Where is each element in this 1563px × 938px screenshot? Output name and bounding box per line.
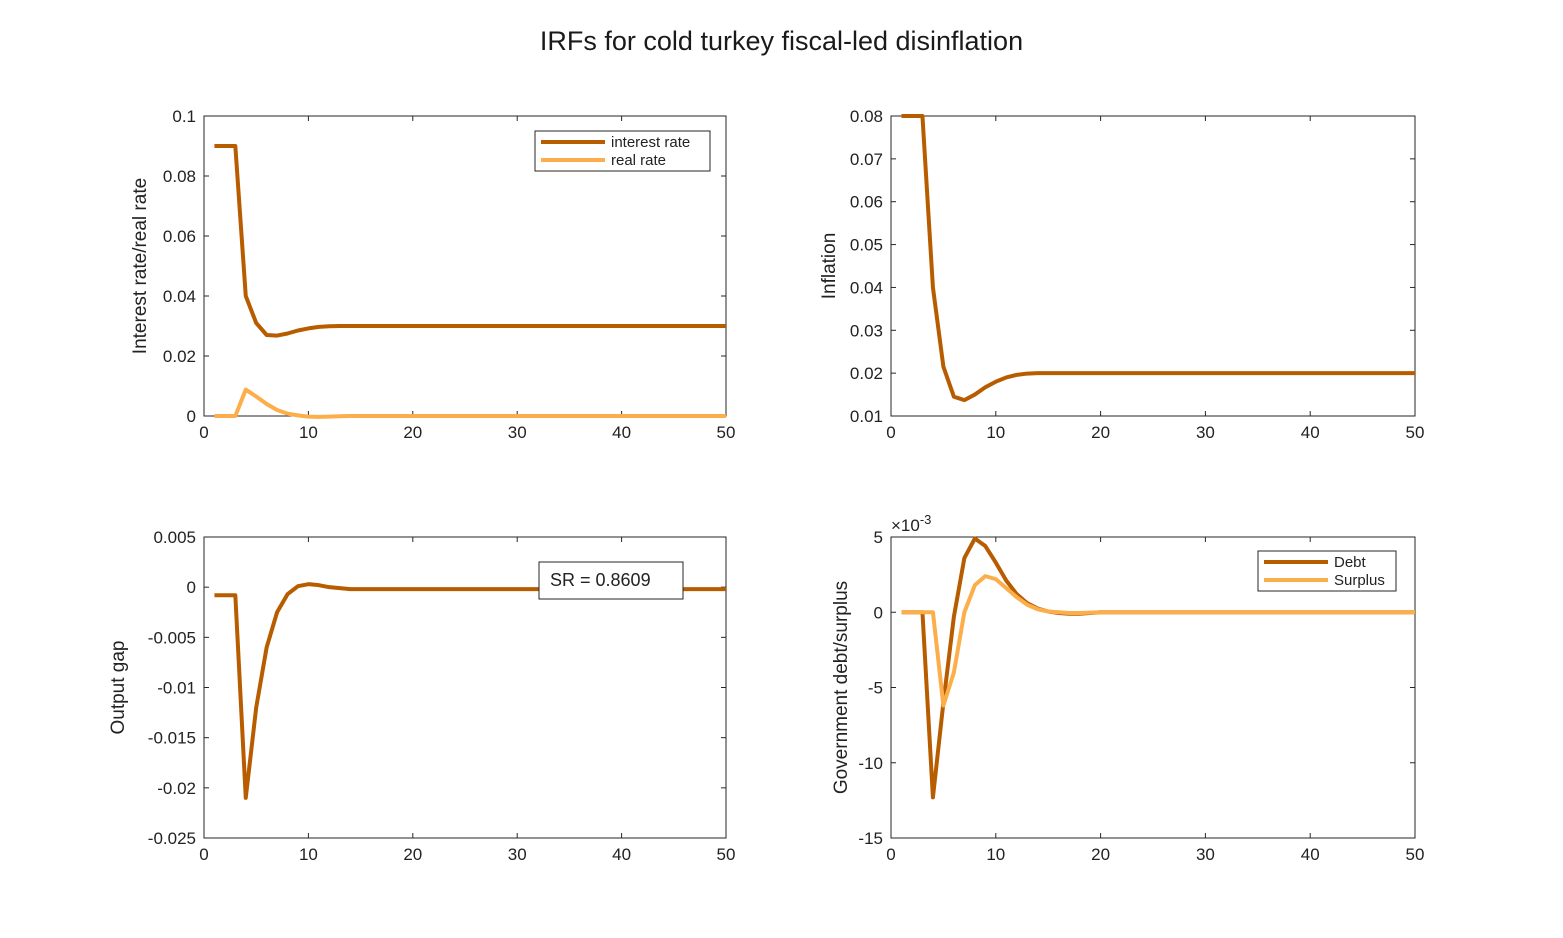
y-axis-multiplier: ×10-3	[891, 512, 931, 535]
x-tick-label: 10	[299, 845, 318, 864]
y-tick-label: 0.03	[850, 321, 883, 340]
y-tick-label: -0.005	[148, 628, 196, 647]
legend-entry-label: real rate	[611, 152, 666, 169]
legend-entry-label: interest rate	[611, 134, 690, 151]
x-tick-label: 50	[1406, 423, 1425, 442]
y-tick-label: -5	[868, 679, 883, 698]
y-tick-label: 0.02	[163, 347, 196, 366]
y-tick-label: 0	[187, 578, 196, 597]
y-tick-label: -0.01	[157, 679, 196, 698]
y-axis-label: Output gap	[108, 640, 129, 734]
y-tick-label: 0.01	[850, 407, 883, 426]
x-tick-label: 20	[1091, 845, 1110, 864]
x-tick-label: 20	[403, 423, 422, 442]
x-tick-label: 0	[886, 423, 895, 442]
panel-bottom-right: 0 10 20 30 40 50 -15 -10 -5 0 5 Government debt/sur…	[831, 512, 1424, 864]
series-line-inflation	[214, 582, 726, 800]
x-tick-label: 50	[1406, 845, 1425, 864]
annotation-text: SR = 0.8609	[550, 570, 651, 590]
x-tick-label: 40	[1301, 845, 1320, 864]
x-tick-label: 30	[1196, 423, 1215, 442]
x-tick-label: 0	[199, 845, 208, 864]
legend-box	[534, 130, 711, 172]
legend-entry-label: Surplus	[1334, 572, 1385, 589]
y-tick-label: -10	[858, 754, 883, 773]
x-tick-label: 0	[886, 845, 895, 864]
y-axis-label: Government debt/surplus	[831, 581, 852, 794]
x-tick-label: 30	[508, 845, 527, 864]
y-tick-label: 0.005	[153, 528, 196, 547]
y-tick-label: 0.04	[163, 287, 196, 306]
y-axis-label: Interest rate/real rate	[130, 178, 151, 354]
y-tick-label: 0.07	[850, 150, 883, 169]
x-tick-label: 10	[986, 423, 1005, 442]
y-tick-label: 0.08	[850, 107, 883, 126]
plot-area	[890, 115, 1416, 417]
legend-box	[1257, 550, 1397, 592]
series-line-inflation	[901, 114, 1415, 403]
annotation-box	[538, 561, 684, 600]
x-tick-label: 10	[299, 423, 318, 442]
y-tick-label: 0.04	[850, 278, 883, 297]
y-tick-label: -15	[858, 829, 883, 848]
y-tick-label: 0.02	[850, 364, 883, 383]
y-tick-label: 0.08	[163, 167, 196, 186]
x-tick-label: 40	[612, 845, 631, 864]
x-tick-label: 20	[1091, 423, 1110, 442]
series-line-surplus	[901, 574, 1415, 708]
y-axis-label: Inflation	[819, 233, 840, 300]
x-tick-label: 40	[612, 423, 631, 442]
x-tick-label: 30	[508, 423, 527, 442]
x-tick-label: 30	[1196, 845, 1215, 864]
figure-title: IRFs for cold turkey fiscal-led disinfla…	[539, 26, 1024, 56]
y-tick-label: 5	[874, 528, 883, 547]
panel-top-left: 0 10 20 30 40 50 0 0.02 0.04 0.06 0.08 0.1 Interest …	[130, 107, 735, 442]
y-tick-label: -0.025	[148, 829, 196, 848]
y-tick-label: 0	[874, 603, 883, 622]
x-tick-label: 10	[986, 845, 1005, 864]
x-tick-label: 50	[717, 845, 736, 864]
y-tick-label: 0.05	[850, 236, 883, 255]
x-tick-label: 0	[199, 423, 208, 442]
y-tick-label: -0.015	[148, 729, 196, 748]
panel-top-right: 0 10 20 30 40 50 0.01 0.02 0.03 0.04 0.05 0.06 0.07 0…	[819, 107, 1424, 442]
y-tick-label: 0.1	[172, 107, 196, 126]
x-tick-label: 50	[717, 423, 736, 442]
series-line-real-rate	[214, 387, 726, 419]
y-tick-label: 0	[187, 407, 196, 426]
x-tick-label: 20	[403, 845, 422, 864]
y-tick-label: -0.02	[157, 779, 196, 798]
legend-entry-label: Debt	[1334, 554, 1367, 571]
x-tick-label: 40	[1301, 423, 1320, 442]
series-line-interest-rate	[214, 144, 726, 338]
panel-bottom-left: 0 10 20 30 40 50 -0.025 -0.02 -0.015 -0.01 -0.005 0…	[108, 528, 735, 864]
y-tick-label: 0.06	[163, 227, 196, 246]
y-tick-label: 0.06	[850, 193, 883, 212]
